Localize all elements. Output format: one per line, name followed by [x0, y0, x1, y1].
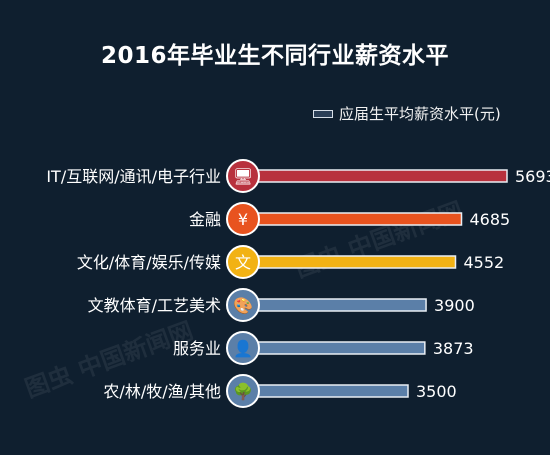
- bar-2: [249, 212, 463, 226]
- category-label-1: IT/互联网/通讯/电子行业: [46, 167, 221, 186]
- monitor-icon-glyph: 🖥: [233, 167, 253, 186]
- value-label-6: 3500: [416, 382, 457, 401]
- yen-icon-glyph: ¥: [238, 210, 248, 229]
- bar-3: [249, 255, 457, 269]
- person-icon: [226, 331, 260, 365]
- bar-1: [249, 169, 508, 183]
- text-icon: [226, 245, 260, 279]
- value-label-2: 4685: [469, 210, 510, 229]
- yen-icon: [226, 202, 260, 236]
- category-label-3: 文化/体育/娱乐/传媒: [77, 253, 221, 272]
- bar-4: [249, 298, 427, 312]
- category-label-4: 文教体育/工艺美术: [88, 296, 221, 315]
- bar-6: [249, 384, 409, 398]
- chart-title: 2016年毕业生不同行业薪资水平: [100, 43, 449, 69]
- value-label-3: 4552: [463, 253, 504, 272]
- category-label-6: 农/林/牧/渔/其他: [103, 382, 221, 401]
- legend-swatch: [313, 109, 333, 118]
- palette-icon: [226, 288, 260, 322]
- tree-icon-glyph: 🌳: [233, 382, 253, 401]
- legend-label: 应届生平均薪资水平(元): [339, 105, 501, 123]
- bar-5: [249, 341, 426, 355]
- legend: 应届生平均薪资水平(元): [313, 103, 501, 124]
- category-label-5: 服务业: [173, 339, 221, 358]
- value-label-5: 3873: [433, 339, 474, 358]
- monitor-icon: [226, 159, 260, 193]
- text-icon-glyph: 文: [235, 253, 251, 272]
- category-label-2: 金融: [189, 210, 221, 229]
- value-label-4: 3900: [434, 296, 475, 315]
- palette-icon-glyph: 🎨: [233, 296, 253, 315]
- person-icon-glyph: 👤: [233, 339, 253, 358]
- value-label-1: 5693: [515, 167, 550, 186]
- tree-icon: [226, 374, 260, 408]
